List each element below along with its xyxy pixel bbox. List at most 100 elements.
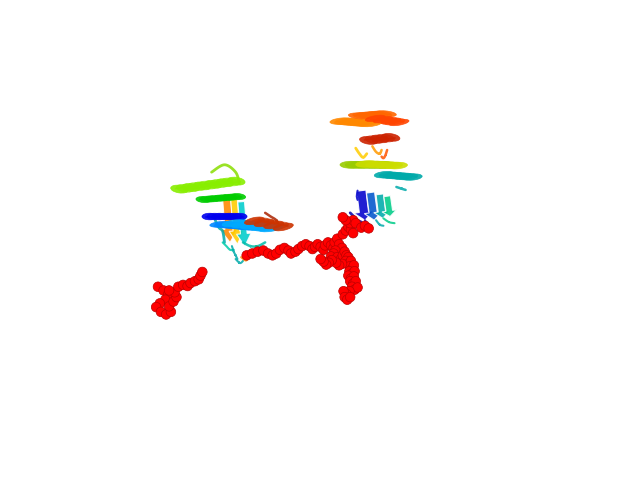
Ellipse shape — [250, 224, 273, 230]
Ellipse shape — [241, 222, 264, 229]
Ellipse shape — [373, 117, 393, 123]
Ellipse shape — [340, 161, 362, 168]
Circle shape — [324, 258, 333, 267]
Ellipse shape — [236, 222, 260, 228]
Ellipse shape — [227, 194, 241, 200]
Ellipse shape — [353, 113, 375, 119]
Circle shape — [159, 286, 168, 295]
Circle shape — [332, 234, 342, 243]
Ellipse shape — [193, 182, 211, 190]
Ellipse shape — [196, 197, 211, 203]
Ellipse shape — [245, 223, 269, 230]
Ellipse shape — [345, 161, 367, 168]
Circle shape — [161, 310, 171, 319]
Ellipse shape — [365, 136, 383, 144]
Ellipse shape — [227, 223, 248, 228]
Ellipse shape — [216, 179, 234, 187]
Circle shape — [346, 218, 355, 228]
Ellipse shape — [217, 213, 232, 220]
FancyArrow shape — [374, 194, 390, 218]
Circle shape — [344, 262, 355, 271]
Circle shape — [337, 259, 347, 269]
Circle shape — [298, 241, 307, 251]
Ellipse shape — [397, 173, 417, 180]
Ellipse shape — [222, 220, 246, 227]
Circle shape — [332, 258, 341, 267]
Circle shape — [356, 223, 366, 232]
Ellipse shape — [209, 195, 224, 202]
Circle shape — [342, 251, 351, 260]
Circle shape — [348, 279, 358, 288]
Ellipse shape — [232, 213, 247, 220]
Ellipse shape — [348, 113, 371, 119]
Ellipse shape — [269, 222, 289, 230]
Circle shape — [360, 221, 370, 230]
Circle shape — [350, 266, 360, 276]
Ellipse shape — [370, 111, 392, 117]
Ellipse shape — [358, 120, 381, 127]
Ellipse shape — [351, 161, 372, 168]
Circle shape — [334, 240, 344, 249]
Circle shape — [348, 228, 358, 238]
Ellipse shape — [356, 161, 378, 168]
Circle shape — [183, 281, 193, 291]
Ellipse shape — [218, 222, 240, 228]
Circle shape — [169, 297, 179, 306]
Circle shape — [164, 289, 173, 299]
Circle shape — [291, 247, 300, 256]
Ellipse shape — [222, 222, 244, 228]
Circle shape — [305, 241, 314, 251]
Circle shape — [342, 289, 351, 299]
Circle shape — [280, 243, 289, 253]
Circle shape — [338, 251, 348, 260]
Ellipse shape — [374, 171, 394, 178]
Circle shape — [331, 246, 340, 255]
Circle shape — [196, 271, 205, 280]
Ellipse shape — [371, 135, 389, 143]
Ellipse shape — [371, 161, 394, 168]
Ellipse shape — [365, 115, 385, 121]
Ellipse shape — [385, 119, 405, 125]
Ellipse shape — [254, 219, 274, 227]
FancyArrow shape — [364, 192, 382, 220]
Circle shape — [330, 238, 339, 247]
Ellipse shape — [357, 112, 379, 118]
Ellipse shape — [264, 221, 284, 229]
Circle shape — [294, 244, 303, 254]
Ellipse shape — [182, 183, 200, 192]
Ellipse shape — [259, 220, 279, 228]
Circle shape — [194, 275, 204, 284]
FancyArrow shape — [382, 196, 397, 216]
Ellipse shape — [360, 137, 378, 144]
Circle shape — [364, 224, 374, 233]
Ellipse shape — [199, 181, 217, 189]
Circle shape — [179, 280, 188, 290]
Ellipse shape — [402, 174, 422, 180]
Circle shape — [341, 256, 351, 266]
Circle shape — [326, 252, 336, 261]
Ellipse shape — [369, 116, 389, 122]
Circle shape — [263, 249, 273, 258]
Circle shape — [156, 307, 166, 317]
Circle shape — [166, 307, 176, 317]
Circle shape — [349, 272, 358, 281]
Ellipse shape — [379, 172, 399, 178]
Ellipse shape — [365, 111, 388, 118]
Ellipse shape — [254, 224, 278, 231]
Circle shape — [320, 240, 330, 250]
Ellipse shape — [393, 173, 413, 180]
Ellipse shape — [231, 193, 246, 200]
Ellipse shape — [205, 196, 220, 202]
Ellipse shape — [361, 161, 383, 168]
FancyArrow shape — [237, 202, 251, 246]
Ellipse shape — [381, 118, 401, 124]
Ellipse shape — [221, 213, 237, 220]
Ellipse shape — [348, 120, 372, 126]
Circle shape — [316, 242, 325, 252]
Circle shape — [198, 267, 207, 277]
Ellipse shape — [244, 217, 264, 225]
Circle shape — [344, 252, 353, 262]
Circle shape — [346, 225, 356, 234]
Circle shape — [329, 249, 339, 258]
Circle shape — [329, 243, 339, 253]
